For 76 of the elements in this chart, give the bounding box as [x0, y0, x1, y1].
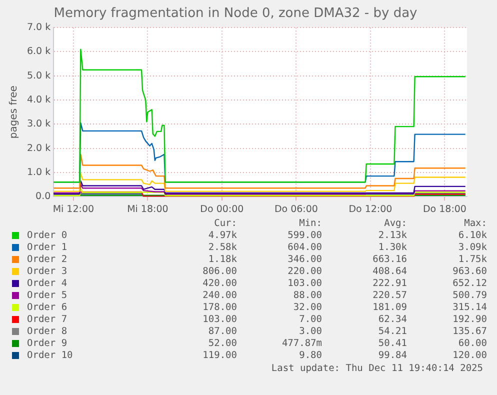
x-tick-label: Do 00:00: [200, 204, 244, 215]
x-tick-label: Do 12:00: [348, 204, 392, 215]
text: 6.10k: [457, 230, 487, 242]
legend-label: Order 4: [26, 278, 68, 290]
text: 420.00: [202, 278, 237, 290]
text: 477.87m: [280, 338, 322, 350]
text: 315.14: [452, 302, 487, 314]
legend-label: Order 5: [26, 290, 68, 302]
text: 1.75k: [457, 254, 487, 266]
y-tick-label: 2.0 k: [26, 142, 52, 154]
text: 2.58k: [207, 242, 237, 254]
text: 2.13k: [377, 230, 407, 242]
text: 604.00: [286, 242, 322, 254]
legend-label: Order 7: [26, 314, 68, 326]
text: 7.00: [298, 314, 322, 326]
text: 32.00: [292, 302, 322, 314]
legend-label: Order 1: [26, 242, 68, 254]
text: 663.16: [372, 254, 407, 266]
x-tick-label: Do 06:00: [274, 204, 318, 215]
x-tick-label: Mi 12:00: [52, 204, 94, 215]
text: 88.00: [292, 290, 322, 302]
text: 3.00: [298, 326, 322, 338]
y-tick-label: 3.0 k: [26, 118, 52, 130]
text: 220.57: [372, 290, 407, 302]
text: 120.00: [452, 350, 487, 362]
text: 240.00: [202, 290, 237, 302]
text: Min:: [298, 218, 322, 230]
text: 50.41: [377, 338, 407, 350]
x-tick-label: Do 18:00: [422, 204, 466, 215]
text: Last update: Thu Dec 11 19:40:14 2025: [270, 363, 483, 374]
text: Cur:: [213, 218, 237, 230]
text: 99.84: [377, 350, 407, 362]
legend-label: Order 0: [26, 230, 68, 242]
text: 62.34: [377, 314, 407, 326]
chart-title: Memory fragmentation in Node 0, zone DMA32 - by day: [54, 6, 418, 22]
legend-label: Order 6: [26, 302, 68, 314]
text: 60.00: [457, 338, 487, 350]
text: 3.09k: [457, 242, 487, 254]
y-tick-label: 5.0 k: [26, 70, 52, 82]
text: 652.12: [452, 278, 487, 290]
x-tick-label: Mi 18:00: [127, 204, 168, 215]
text: 119.00: [202, 350, 237, 362]
text: 87.00: [207, 326, 237, 338]
y-tick-label: 0.0: [36, 191, 51, 202]
text: 963.60: [452, 266, 487, 278]
text: 222.91: [372, 278, 407, 290]
text: 103.00: [202, 314, 237, 326]
y-axis-title: pages free: [8, 86, 20, 139]
text: 181.09: [372, 302, 407, 314]
text: 178.00: [202, 302, 237, 314]
text: 408.64: [372, 266, 407, 278]
text: 103.00: [286, 278, 322, 290]
legend-label: Order 10: [26, 350, 74, 362]
y-tick-label: 7.0 k: [26, 22, 52, 34]
text: 500.79: [452, 290, 487, 302]
text: Avg:: [383, 218, 407, 230]
text: 9.80: [298, 350, 322, 362]
text: 192.90: [452, 314, 487, 326]
text: 346.00: [286, 254, 322, 266]
legend-label: Order 8: [26, 326, 68, 338]
text: Max:: [463, 218, 487, 230]
text: 135.67: [452, 326, 487, 338]
legend-label: Order 3: [26, 266, 68, 278]
text: 599.00: [286, 230, 322, 242]
text: 54.21: [377, 326, 407, 338]
text: 806.00: [202, 266, 237, 278]
text: 1.30k: [377, 242, 407, 254]
y-tick-label: 6.0 k: [26, 46, 52, 58]
text: 4.97k: [207, 230, 237, 242]
y-tick-label: 4.0 k: [26, 94, 52, 106]
y-tick-label: 1.0 k: [26, 166, 52, 178]
legend-label: Order 2: [26, 254, 68, 266]
text: 1.18k: [207, 254, 237, 266]
text: 220.00: [286, 266, 322, 278]
text: 52.00: [207, 338, 237, 350]
legend-label: Order 9: [26, 338, 68, 350]
